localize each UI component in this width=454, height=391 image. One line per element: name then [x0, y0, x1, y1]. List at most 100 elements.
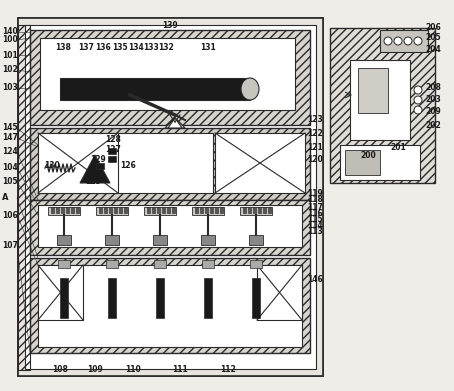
Bar: [268, 207, 271, 213]
Bar: [195, 207, 198, 213]
Bar: [119, 207, 122, 213]
Text: 105: 105: [2, 178, 18, 187]
Text: 205: 205: [425, 34, 441, 43]
Bar: [205, 207, 208, 213]
Text: 102: 102: [2, 66, 18, 75]
Bar: [105, 235, 119, 245]
Text: 121: 121: [307, 143, 323, 152]
Circle shape: [414, 106, 422, 114]
Text: 209: 209: [425, 108, 441, 117]
Bar: [253, 207, 256, 213]
Text: 146: 146: [307, 276, 323, 285]
Text: 203: 203: [425, 95, 441, 104]
Text: 128: 128: [105, 136, 121, 145]
Text: 147: 147: [2, 133, 18, 142]
Text: 137: 137: [78, 43, 94, 52]
Bar: [109, 207, 112, 213]
Bar: [156, 278, 164, 318]
Bar: [157, 207, 160, 213]
Bar: [210, 207, 213, 213]
Text: 134: 134: [128, 43, 144, 52]
Text: 140: 140: [2, 27, 18, 36]
Text: 136: 136: [95, 43, 111, 52]
Text: 104: 104: [2, 163, 18, 172]
Bar: [204, 278, 212, 318]
Circle shape: [414, 86, 422, 94]
Text: 133: 133: [143, 43, 159, 52]
Bar: [243, 207, 246, 213]
Text: 206: 206: [425, 23, 441, 32]
Bar: [106, 260, 118, 268]
Text: 127: 127: [105, 145, 121, 154]
Bar: [18, 25, 30, 370]
Bar: [38, 265, 302, 347]
Bar: [108, 156, 116, 162]
Bar: [30, 128, 310, 200]
Bar: [201, 235, 215, 245]
Bar: [252, 278, 260, 318]
Text: 132: 132: [158, 43, 174, 52]
Circle shape: [404, 37, 412, 45]
Text: 201: 201: [390, 143, 406, 152]
Circle shape: [384, 37, 392, 45]
Bar: [60, 78, 250, 100]
Polygon shape: [165, 118, 185, 128]
Bar: [258, 207, 261, 213]
Text: 200: 200: [360, 151, 376, 160]
Bar: [96, 207, 128, 215]
Text: 126: 126: [120, 160, 136, 170]
Bar: [200, 207, 203, 213]
Bar: [51, 207, 54, 213]
Text: 135: 135: [112, 43, 128, 52]
Bar: [66, 207, 69, 213]
Bar: [38, 133, 213, 193]
Bar: [154, 260, 166, 268]
Bar: [380, 30, 428, 52]
Bar: [30, 30, 310, 125]
Text: 108: 108: [52, 366, 68, 375]
Bar: [358, 68, 388, 113]
Bar: [71, 207, 74, 213]
Bar: [340, 145, 420, 180]
Text: 119: 119: [307, 188, 323, 197]
Text: 116: 116: [307, 208, 323, 217]
Bar: [40, 38, 295, 110]
Bar: [96, 163, 104, 169]
Text: 125: 125: [85, 178, 101, 187]
Text: 131: 131: [200, 43, 216, 52]
Bar: [350, 60, 410, 140]
Text: 115: 115: [307, 215, 323, 224]
Text: 120: 120: [307, 156, 323, 165]
Text: 122: 122: [307, 129, 323, 138]
Bar: [152, 207, 155, 213]
Text: 100: 100: [2, 36, 18, 45]
Bar: [58, 260, 70, 268]
Bar: [108, 278, 116, 318]
Bar: [263, 207, 266, 213]
Bar: [38, 205, 302, 247]
Bar: [18, 18, 323, 376]
Bar: [114, 207, 117, 213]
Text: 124: 124: [2, 147, 18, 156]
Bar: [330, 28, 435, 183]
Bar: [147, 207, 150, 213]
Bar: [220, 207, 223, 213]
Text: 145: 145: [2, 124, 18, 133]
Bar: [124, 207, 127, 213]
Bar: [108, 148, 116, 154]
Text: 109: 109: [87, 366, 103, 375]
Bar: [38, 265, 83, 320]
Bar: [202, 260, 214, 268]
Text: 103: 103: [2, 84, 18, 93]
Text: 113: 113: [307, 228, 323, 237]
Text: A: A: [2, 194, 9, 203]
Bar: [240, 207, 272, 215]
Text: 106: 106: [2, 210, 18, 219]
Bar: [248, 207, 251, 213]
Text: 107: 107: [2, 240, 18, 249]
Text: 202: 202: [425, 120, 441, 129]
Bar: [99, 207, 102, 213]
Bar: [215, 207, 218, 213]
Bar: [153, 235, 167, 245]
Bar: [144, 207, 176, 215]
